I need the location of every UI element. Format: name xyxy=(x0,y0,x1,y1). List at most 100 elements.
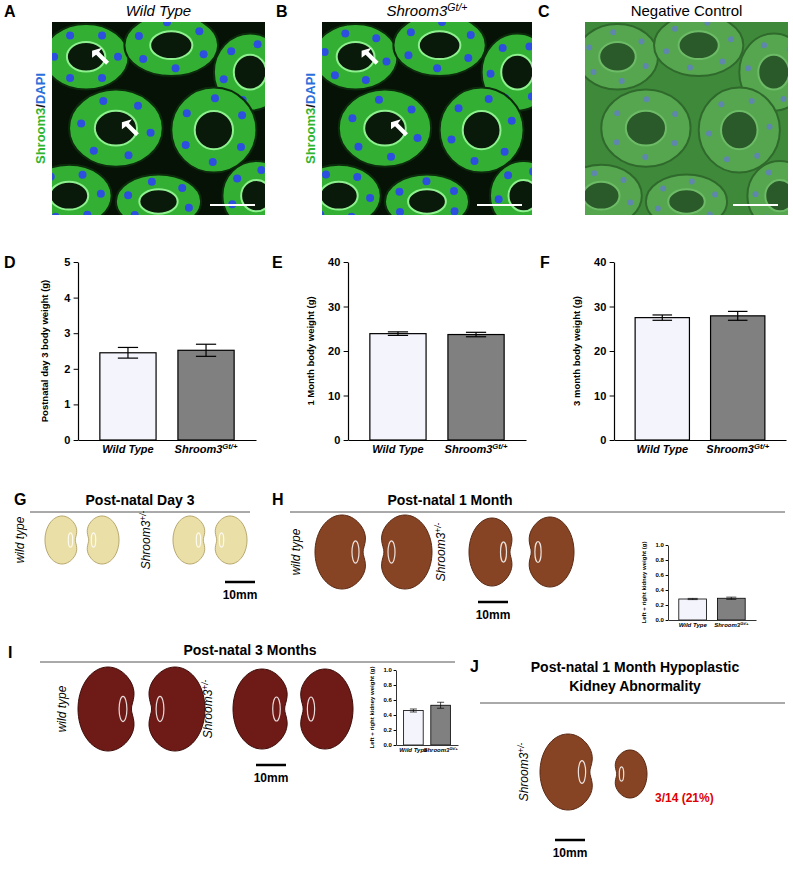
nucleus xyxy=(712,192,718,198)
tubule-lumen xyxy=(679,31,719,59)
image-panel: AWild TypeShroom3/DAPI xyxy=(4,2,291,230)
bar xyxy=(711,316,765,440)
error-stem xyxy=(413,709,414,712)
superscript: Gt/+ xyxy=(449,746,458,751)
tubule-lumen xyxy=(501,55,532,90)
kidney xyxy=(540,734,592,810)
nucleus xyxy=(749,98,755,104)
axis-title: Postnatal day 3 body weight (g) xyxy=(39,280,50,423)
error-cap xyxy=(653,314,673,315)
text-base: Shroom3 xyxy=(434,532,448,581)
tubule-lumen xyxy=(758,55,788,90)
x-tick: Shroom3Gt/+ xyxy=(714,621,749,628)
group-label: wild type xyxy=(13,516,27,563)
nucleus xyxy=(754,153,760,159)
error-bar xyxy=(466,332,486,336)
image-panel: BShroom3Gt/+Shroom3/DAPI xyxy=(276,1,557,230)
axis-line xyxy=(614,263,615,441)
panel-letter: E xyxy=(272,254,283,271)
nucleus xyxy=(407,28,415,36)
nucleus xyxy=(209,158,217,166)
image-panel: CNegative Control xyxy=(538,2,793,230)
tick-mark xyxy=(74,404,78,405)
nucleus xyxy=(764,215,770,216)
nucleus xyxy=(495,195,503,203)
scale-label: 10mm xyxy=(476,608,511,622)
error-stem xyxy=(475,332,476,336)
group-label: wild type xyxy=(289,528,303,575)
bar xyxy=(717,598,745,620)
y-tick: 1 xyxy=(64,398,78,410)
bar xyxy=(370,334,426,440)
tick-mark xyxy=(344,262,348,263)
error-bar xyxy=(118,347,138,358)
axis-title: 3 month body weight (g) xyxy=(571,296,582,406)
error-cap xyxy=(388,331,408,332)
plot-area xyxy=(370,332,504,440)
panel-letter: D xyxy=(4,254,16,271)
superscript: +/- xyxy=(200,679,210,689)
nucleus xyxy=(787,46,788,52)
arrow xyxy=(122,119,139,136)
superscript: +/- xyxy=(516,742,526,752)
kidney xyxy=(615,750,647,798)
tick-mark xyxy=(666,560,668,561)
tick-mark xyxy=(394,685,396,686)
kidney xyxy=(301,669,353,749)
scale-bar xyxy=(478,601,508,604)
nucleus xyxy=(372,34,380,42)
error-stem xyxy=(127,347,128,358)
scale-bar xyxy=(733,204,778,206)
tubule-lumen xyxy=(626,111,666,146)
tick-mark xyxy=(666,590,668,591)
y-tick: 0.2 xyxy=(655,602,668,608)
tick-label: 20 xyxy=(328,345,340,357)
tubule-lumen xyxy=(139,189,177,213)
nucleus xyxy=(211,94,219,102)
figure: AWild TypeShroom3/DAPIBShroom3Gt/+Shroom… xyxy=(0,0,793,881)
tick-label: Wild Type xyxy=(679,622,708,628)
nucleus xyxy=(687,65,693,71)
nucleus xyxy=(354,143,362,151)
y-tick: 40 xyxy=(594,256,614,268)
y-tick: 20 xyxy=(328,345,348,357)
tick-label: Wild Type xyxy=(102,443,153,455)
y-axis: 010203040 xyxy=(594,256,614,446)
nucleus xyxy=(331,71,339,79)
nucleus xyxy=(148,178,156,186)
tick-mark xyxy=(74,298,78,299)
tubule-lumen xyxy=(322,182,358,210)
nucleus xyxy=(114,53,122,61)
nucleus xyxy=(52,173,55,181)
y-tick: 20 xyxy=(594,345,614,357)
nucleus xyxy=(124,151,132,159)
tubule xyxy=(646,174,727,215)
nucleus xyxy=(238,111,246,119)
tubule-lumen xyxy=(241,180,265,211)
ylabel-part: Shroom3 xyxy=(303,108,318,164)
y-tick: 10 xyxy=(594,390,614,402)
tick-mark xyxy=(74,333,78,334)
x-tick: Shroom3Gt/+ xyxy=(423,746,458,753)
nucleus xyxy=(724,156,730,162)
y-tick: 0.4 xyxy=(655,587,668,593)
nucleus xyxy=(233,175,241,183)
kidney xyxy=(529,517,574,587)
tubule xyxy=(69,90,163,167)
nucleus xyxy=(467,31,475,39)
error-cap xyxy=(410,712,417,713)
x-axis: Wild TypeShroom3Gt/+ xyxy=(397,746,459,753)
kidney xyxy=(469,518,512,586)
tubule-lumen xyxy=(668,189,705,213)
nucleus xyxy=(178,184,186,192)
nucleus xyxy=(139,55,147,63)
nucleus xyxy=(718,101,724,107)
tick-label: Shroom3Gt/+ xyxy=(714,621,749,628)
kidney xyxy=(45,516,77,564)
tick-label: 40 xyxy=(328,256,340,268)
tick-label: 0.4 xyxy=(655,587,664,593)
nucleus xyxy=(66,31,74,39)
error-cap xyxy=(410,709,417,710)
tick-mark xyxy=(344,396,348,397)
plot-area xyxy=(679,597,745,620)
